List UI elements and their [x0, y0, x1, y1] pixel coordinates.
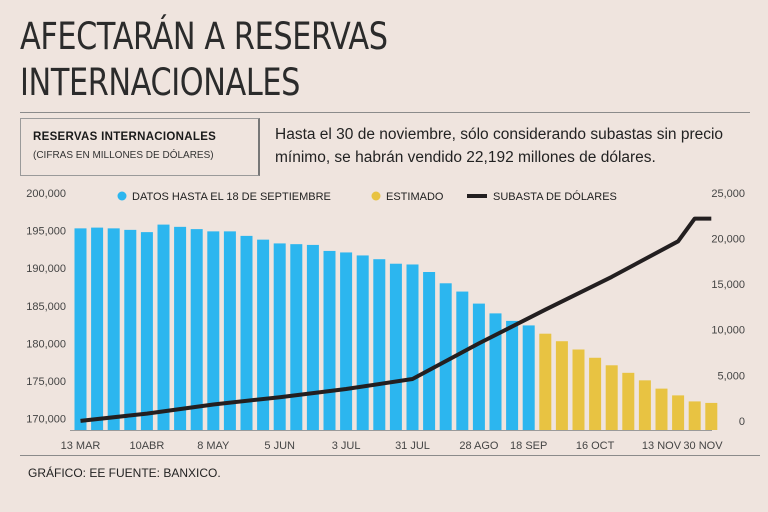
left-axis-tick-label: 190,000 [26, 263, 66, 275]
left-axis-tick-label: 185,000 [26, 301, 66, 313]
x-axis-tick-label: 10ABR [129, 440, 164, 452]
title-line-2: INTERNACIONALES [20, 61, 300, 104]
series-label-box: RESERVAS INTERNACIONALES (CIFRAS EN MILL… [20, 118, 260, 176]
auction-line [80, 216, 712, 423]
left-axis-tick-label: 170,000 [26, 414, 66, 426]
bar-actual [306, 244, 319, 430]
bar-actual [439, 283, 452, 430]
bar-estimated [539, 333, 552, 430]
note-text: Hasta el 30 de noviembre, sólo considera… [275, 126, 724, 166]
right-axis-tick-label: 20,000 [711, 234, 745, 246]
right-axis-tick-label: 15,000 [711, 279, 745, 291]
x-axis-tick-label: 13 NOV [642, 440, 682, 452]
x-axis-tick-label: 28 AGO [459, 440, 499, 452]
bar-actual [240, 235, 253, 430]
x-axis-tick-label: 3 JUL [332, 440, 361, 452]
bar-estimated [705, 402, 718, 430]
label-subtitle: (CIFRAS EN MILLONES DE DÓLARES) [33, 150, 214, 161]
footer-credit: GRÁFICO: EE FUENTE: BANXICO. [28, 466, 221, 480]
left-axis-tick-label: 195,000 [26, 226, 66, 238]
bar-actual [174, 226, 187, 430]
bar-actual [124, 229, 137, 430]
title-line-1: AFECTARÁN A RESERVAS [20, 15, 388, 58]
x-axis-tick-label: 31 JUL [395, 440, 430, 452]
left-axis-tick-label: 180,000 [26, 338, 66, 350]
legend-label-actual: DATOS HASTA EL 18 DE SEPTIEMBRE [132, 191, 331, 203]
bar-actual [74, 228, 87, 430]
bar-estimated [655, 388, 668, 430]
bar-actual [406, 264, 419, 430]
bar-actual [157, 224, 170, 430]
right-axis-tick-label: 0 [739, 416, 745, 428]
x-axis-tick-label: 16 OCT [576, 440, 615, 452]
legend-swatch-estimated [371, 191, 381, 201]
left-axis-tick-label: 175,000 [26, 376, 66, 388]
left-axis-tick-label: 200,000 [26, 188, 66, 200]
bar-actual [107, 228, 120, 430]
bar-actual [257, 239, 270, 430]
bar-estimated [622, 372, 635, 430]
bar-actual [223, 231, 236, 430]
bar-actual [340, 252, 353, 430]
x-axis-tick-label: 30 NOV [683, 440, 723, 452]
bar-estimated [555, 341, 568, 430]
header-divider [20, 112, 750, 113]
bar-actual [323, 250, 336, 430]
legend-label-line: SUBASTA DE DÓLARES [493, 190, 617, 203]
x-axis-tick-label: 5 JUN [264, 440, 295, 452]
bar-actual [356, 255, 369, 430]
bar-actual [373, 259, 386, 430]
bar-actual [273, 243, 286, 430]
x-axis-tick-label: 13 MAR [61, 440, 101, 452]
legend-label-estimated: ESTIMADO [386, 191, 444, 203]
bar-actual [140, 232, 153, 430]
bar-estimated [572, 349, 585, 430]
bar-actual [472, 303, 485, 430]
bar-estimated [638, 380, 651, 430]
footer: GRÁFICO: EE FUENTE: BANXICO. [20, 455, 760, 480]
right-axis-tick-label: 25,000 [711, 188, 745, 200]
x-axis-tick-label: 18 SEP [510, 440, 547, 452]
footer-divider [20, 455, 760, 456]
chart-title: AFECTARÁN A RESERVAS INTERNACIONALES [20, 14, 627, 106]
bar-estimated [589, 357, 602, 430]
bar-actual [456, 291, 469, 430]
bar-actual [389, 263, 402, 430]
label-title: RESERVAS INTERNACIONALES [33, 131, 217, 143]
bar-estimated [605, 365, 618, 430]
right-axis-tick-label: 10,000 [711, 325, 745, 337]
bar-actual [489, 313, 502, 430]
bar-actual [207, 231, 220, 430]
bar-actual [91, 227, 104, 430]
bar-actual [506, 320, 519, 430]
bar-actual [290, 244, 303, 430]
bar-estimated [688, 401, 701, 430]
bar-estimated [672, 395, 685, 430]
bar-actual [522, 325, 535, 430]
bar-actual [190, 229, 203, 430]
legend-swatch-actual [117, 191, 127, 201]
x-axis-tick-label: 8 MAY [197, 440, 230, 452]
right-axis-tick-label: 5,000 [717, 370, 745, 382]
bar-actual [423, 272, 436, 430]
